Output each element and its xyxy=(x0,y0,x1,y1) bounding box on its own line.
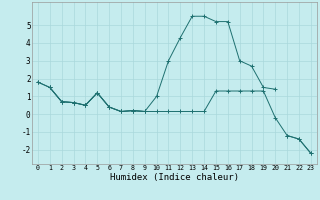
X-axis label: Humidex (Indice chaleur): Humidex (Indice chaleur) xyxy=(110,173,239,182)
